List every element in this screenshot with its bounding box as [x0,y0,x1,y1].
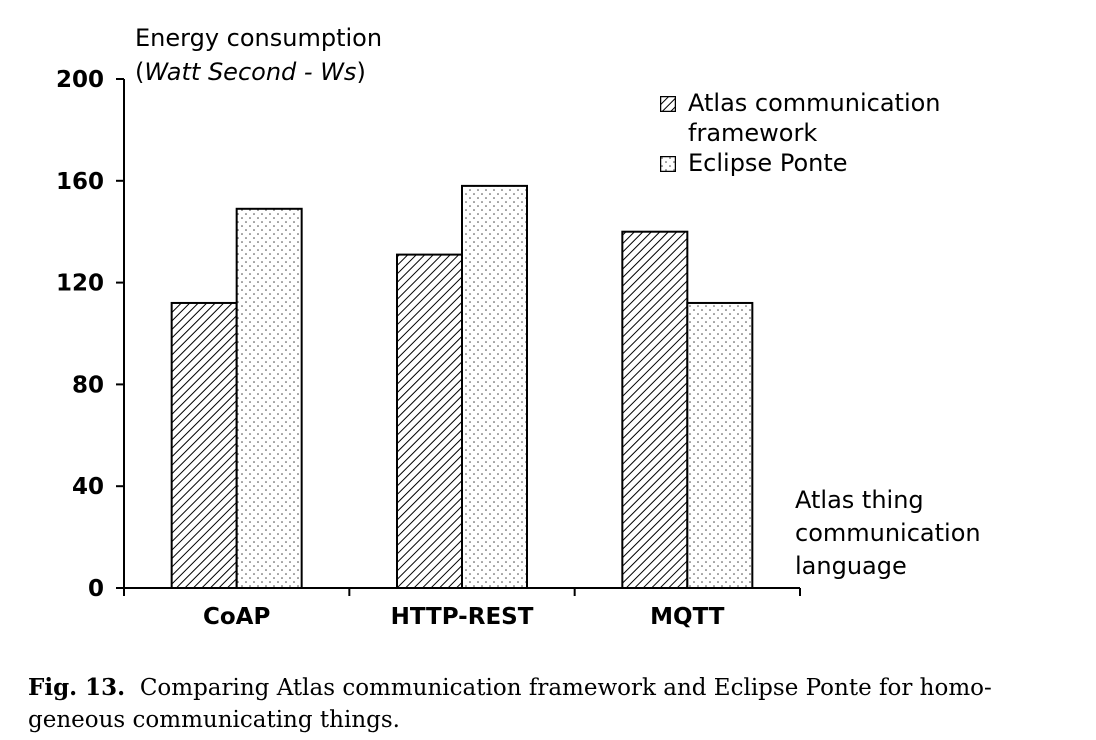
bar-chart: 0 40 80 120 160 200 CoAP HTTP-REST MQTT [56,67,801,630]
x-tick-label: CoAP [203,604,270,630]
x-tick-label: MQTT [650,604,725,630]
legend-label-line-1: Atlas communication [688,89,941,117]
bar-ponte-coap [235,207,303,589]
legend-item-ponte: Eclipse Ponte [660,148,1020,178]
tick-labels: 0 40 80 120 160 200 CoAP HTTP-REST MQTT [56,67,725,630]
caption-text: Comparing Atlas communication framework … [28,675,992,733]
bar-atlas-mqtt [621,230,689,589]
bar-ponte-http-rest [461,184,528,589]
y-tick-label: 80 [72,372,104,398]
legend-item-atlas: Atlas communication framework [660,88,1020,148]
x-axis-title-line-1: Atlas thing [795,486,924,514]
y-tick-label: 40 [72,474,104,500]
y-tick-label: 160 [56,169,104,195]
legend: Atlas communication framework Eclipse Po… [660,88,1020,178]
figure-caption: Fig. 13. Comparing Atlas communication f… [28,672,1078,736]
legend-swatch-dots [660,156,676,172]
x-axis-title-line-3: language [795,552,907,580]
legend-label-line-2: framework [688,119,818,147]
bar-atlas-coap [170,301,238,589]
caption-label: Fig. 13. [28,674,126,701]
y-axis-title: Energy consumption [135,24,383,52]
bars [170,184,754,589]
x-axis-title-line-2: communication [795,519,981,547]
legend-swatch-hatch [660,96,676,112]
bar-ponte-mqtt [686,301,754,589]
x-axis-title: Atlas thing communication language [795,484,1055,583]
y-tick-label: 0 [88,576,104,602]
legend-label: Eclipse Ponte [688,149,848,177]
bar-atlas-http-rest [396,253,463,589]
y-tick-label: 200 [56,67,104,93]
x-tick-label: HTTP-REST [391,604,534,630]
y-tick-label: 120 [56,271,104,297]
y-axis-unit: (Watt Second - Ws) [135,58,366,86]
